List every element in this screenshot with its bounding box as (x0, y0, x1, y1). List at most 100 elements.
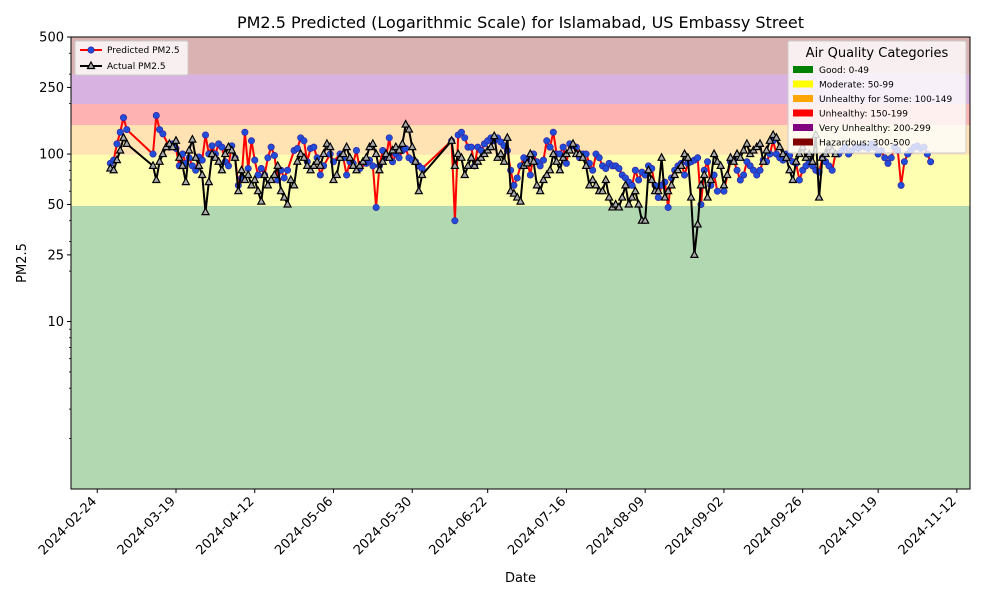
actual-point (328, 174, 338, 184)
actual-point (732, 148, 742, 158)
actual-point (292, 156, 302, 165)
actual-point (381, 148, 391, 158)
actual-point (545, 165, 555, 174)
actual-point (496, 148, 506, 158)
x-tick-label: 2024-10-19 (817, 494, 881, 558)
actual-point (312, 156, 322, 165)
actual-point (253, 185, 263, 195)
actual-point (466, 152, 476, 161)
actual-point (289, 180, 299, 189)
predicted-point (546, 143, 554, 151)
plot-frame (70, 36, 971, 490)
legend-swatch-2 (793, 95, 813, 102)
y-tick-label: 100 (39, 148, 64, 163)
actual-point (680, 148, 690, 158)
actual-point (762, 145, 772, 154)
predicted-point (733, 166, 741, 174)
legend-swatch-0 (793, 66, 813, 73)
actual-point (525, 148, 535, 158)
actual-point (109, 165, 119, 174)
actual-point (758, 156, 768, 165)
x-tick-label: 2024-05-30 (351, 494, 415, 558)
actual-point (696, 180, 706, 189)
predicted-point (900, 158, 908, 166)
predicted-point (927, 158, 935, 166)
predicted-point (543, 137, 551, 145)
actual-point (548, 148, 558, 158)
predicted-point (549, 128, 557, 136)
predicted-point (395, 154, 403, 162)
actual-point (384, 152, 394, 161)
legend-marker-predicted (87, 46, 95, 54)
actual-point (771, 132, 781, 141)
x-tick-label: 2024-09-02 (663, 494, 727, 558)
actual-point (568, 138, 578, 147)
actual-point (371, 148, 381, 158)
predicted-point (694, 154, 702, 162)
actual-point (693, 219, 703, 228)
actual-point (555, 165, 565, 174)
predicted-point (264, 154, 272, 162)
actual-point (729, 156, 739, 165)
actual-point (552, 156, 562, 165)
actual-point (207, 148, 217, 158)
actual-point (670, 169, 680, 179)
actual-point (666, 180, 676, 189)
predicted-point (756, 166, 764, 174)
actual-point (601, 174, 611, 184)
actual-point (456, 152, 466, 161)
predicted-point (352, 147, 360, 155)
actual-point (712, 156, 722, 165)
predicted-point (736, 176, 744, 184)
legend-category-3: Unhealthy: 150-199 (819, 110, 908, 120)
actual-point (808, 156, 818, 165)
actual-point (719, 180, 729, 189)
series-legend: Predicted PM2.5 Actual PM2.5 (74, 40, 189, 76)
predicted-point (526, 171, 534, 179)
actual-point (184, 145, 194, 154)
actual-point (118, 132, 129, 141)
legend-category-1: Moderate: 50-99 (819, 81, 894, 91)
actual-point (404, 124, 414, 133)
actual-point (591, 180, 601, 189)
actual-point (338, 148, 348, 158)
actual-point (210, 152, 220, 161)
actual-point (788, 174, 798, 184)
x-tick-label: 2024-03-19 (115, 494, 179, 558)
actual-point (725, 152, 735, 161)
actual-point (115, 145, 125, 154)
actual-point (706, 174, 716, 184)
actual-point (509, 188, 519, 197)
predicted-point (887, 154, 895, 162)
actual-point (296, 148, 306, 158)
actual-point (260, 169, 270, 179)
actual-point (653, 185, 663, 195)
actual-point (342, 141, 352, 151)
actual-point (325, 141, 335, 151)
actual-point (273, 160, 283, 169)
actual-point (598, 185, 608, 195)
actual-point (279, 192, 289, 201)
actual-point (355, 160, 365, 169)
band-0 (71, 205, 970, 489)
predicted-point (562, 159, 570, 167)
predicted-point (635, 176, 643, 184)
actual-point (532, 180, 542, 189)
actual-point (739, 145, 749, 154)
predicted-point (149, 150, 157, 158)
actual-point (742, 138, 752, 147)
predicted-point (595, 154, 603, 162)
actual-point (765, 135, 775, 144)
predicted-point (589, 166, 597, 174)
legend-marker-actual (86, 60, 96, 70)
x-axis: 2024-02-24 2024-03-19 2024-04-12 2024-05-06… (36, 489, 960, 558)
actual-point (529, 156, 539, 165)
actual-point (332, 169, 342, 179)
predicted-point (267, 143, 275, 151)
actual-series (105, 119, 840, 258)
actual-point (158, 148, 168, 158)
legend-category-5: Hazardous: 300-500 (819, 139, 910, 149)
actual-point (397, 138, 407, 147)
y-tick-label: 500 (39, 31, 64, 46)
actual-point (197, 169, 207, 179)
